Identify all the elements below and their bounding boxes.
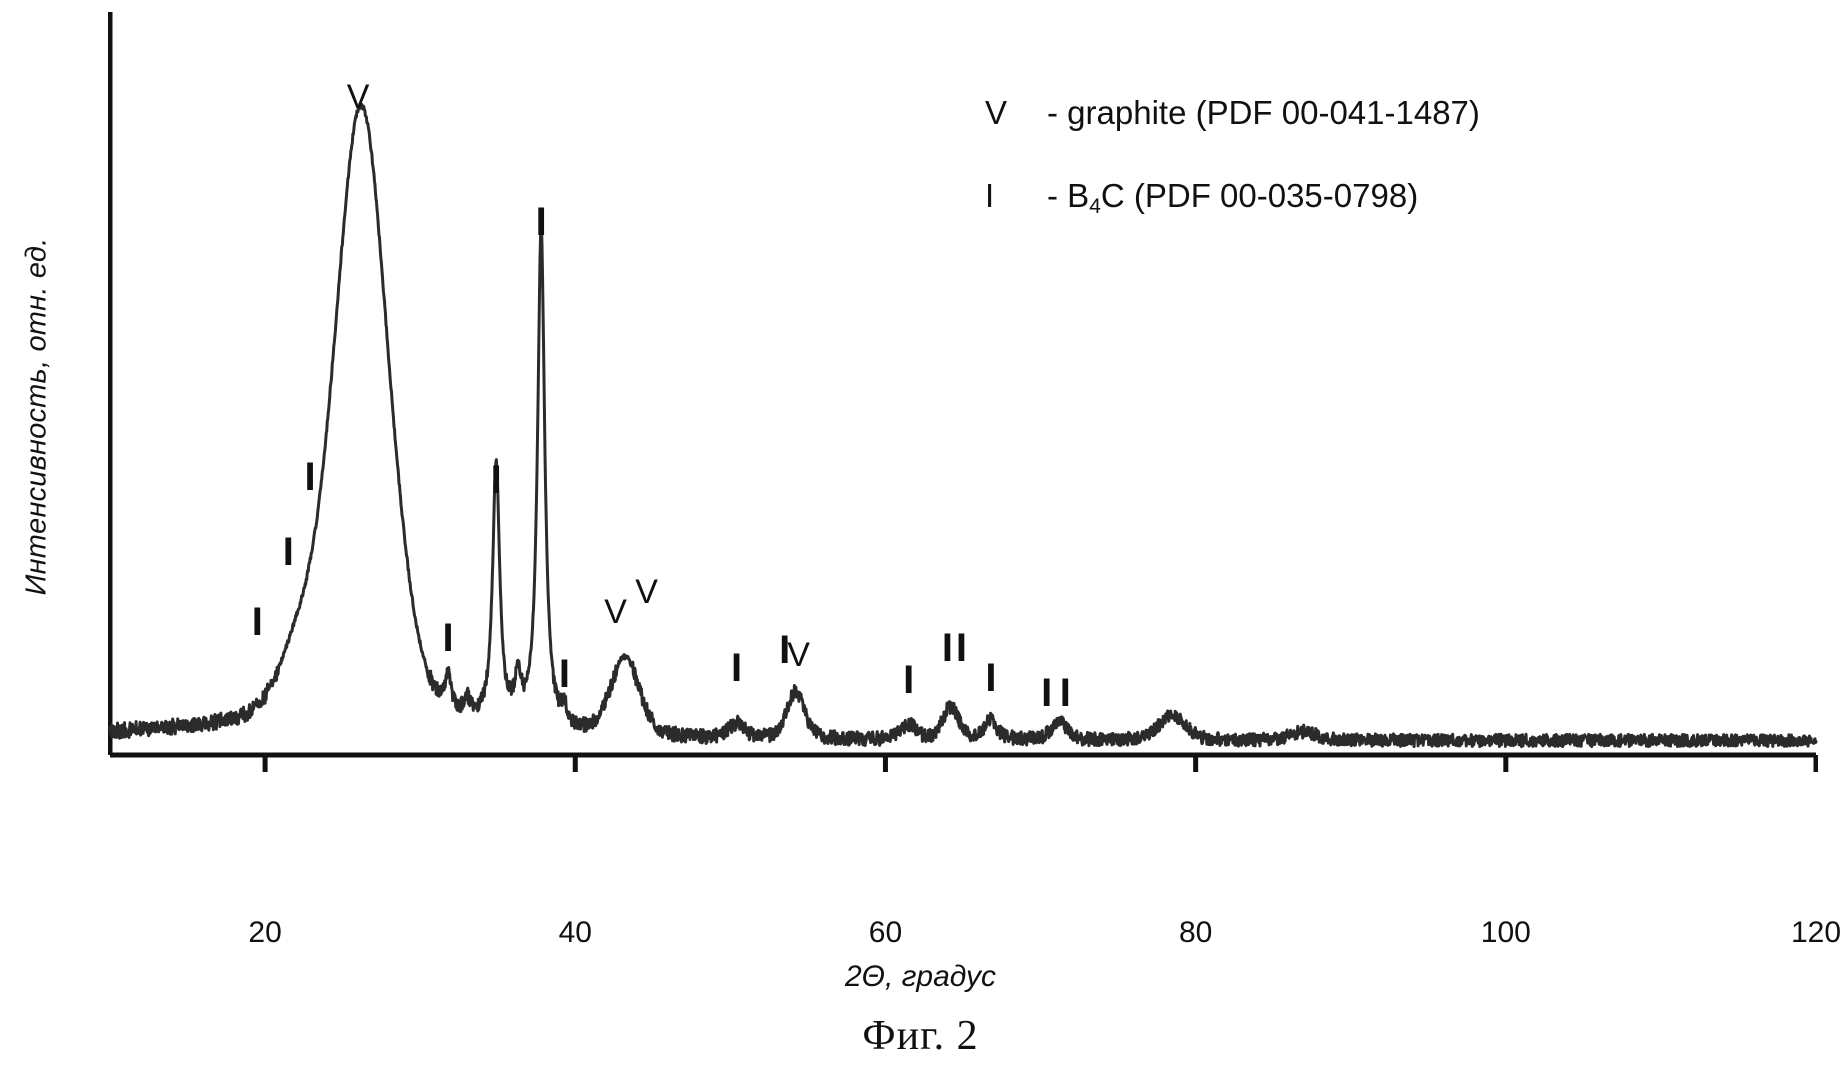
b4c-peak-marker: I — [536, 202, 547, 242]
x-tick-label: 60 — [869, 916, 902, 950]
b4c-peak-marker: I — [985, 658, 996, 698]
x-axis-title: 2Θ, градус — [0, 960, 1841, 994]
b4c-peak-marker: I — [491, 460, 502, 500]
graphite-peak-marker: V — [787, 638, 810, 672]
figure-container: 20406080100120 VVVVIIIIIIIIIIIIIII Интен… — [0, 0, 1841, 1088]
legend-subscript-b4c: 4 — [1089, 195, 1101, 218]
x-tick-label: 40 — [559, 916, 592, 950]
b4c-peak-marker: I — [1041, 673, 1052, 713]
x-tick-label: 20 — [248, 916, 281, 950]
legend-formula-post-b4c: C (PDF 00-035-0798) — [1101, 177, 1418, 214]
b4c-peak-marker: I — [956, 628, 967, 668]
b4c-peak-marker: I — [283, 532, 294, 572]
b4c-peak-marker: I — [1060, 673, 1071, 713]
x-tick-label: 120 — [1791, 916, 1841, 950]
legend-formula-pre-b4c: B — [1067, 177, 1089, 214]
legend-dash-b4c: - — [1047, 177, 1058, 214]
x-tick-label: 80 — [1179, 916, 1212, 950]
x-tick-label: 100 — [1481, 916, 1531, 950]
legend: V - graphite (PDF 00-041-1487) I - B4C (… — [985, 96, 1480, 262]
x-tick-marks — [265, 755, 1816, 772]
legend-dash-graphite: - — [1047, 94, 1058, 131]
b4c-peak-marker: I — [942, 628, 953, 668]
y-axis-title: Интенсивность, отн. ед. — [21, 217, 54, 617]
xrd-trace — [108, 10, 1818, 885]
b4c-peak-marker: I — [305, 457, 316, 497]
graphite-peak-marker: V — [635, 575, 658, 609]
legend-symbol-graphite: V — [985, 96, 1047, 129]
graphite-peak-marker: V — [604, 595, 627, 629]
graphite-peak-marker: V — [347, 80, 370, 114]
legend-entry-graphite: V - graphite (PDF 00-041-1487) — [985, 96, 1480, 129]
plot-area: 20406080100120 VVVVIIIIIIIIIIIIIII — [108, 10, 1818, 885]
b4c-peak-marker: I — [443, 618, 454, 658]
legend-label-graphite: - graphite (PDF 00-041-1487) — [1047, 96, 1480, 129]
legend-entry-b4c: I - B4C (PDF 00-035-0798) — [985, 179, 1480, 212]
legend-label-b4c: - B4C (PDF 00-035-0798) — [1047, 179, 1418, 212]
b4c-peak-marker: I — [731, 648, 742, 688]
b4c-peak-marker: I — [903, 660, 914, 700]
b4c-peak-marker: I — [779, 630, 790, 670]
b4c-peak-marker: I — [559, 654, 570, 694]
legend-symbol-b4c: I — [985, 179, 1047, 212]
legend-text-graphite: graphite (PDF 00-041-1487) — [1067, 94, 1480, 131]
figure-caption: Фиг. 2 — [0, 1012, 1841, 1060]
b4c-peak-marker: I — [252, 602, 263, 642]
